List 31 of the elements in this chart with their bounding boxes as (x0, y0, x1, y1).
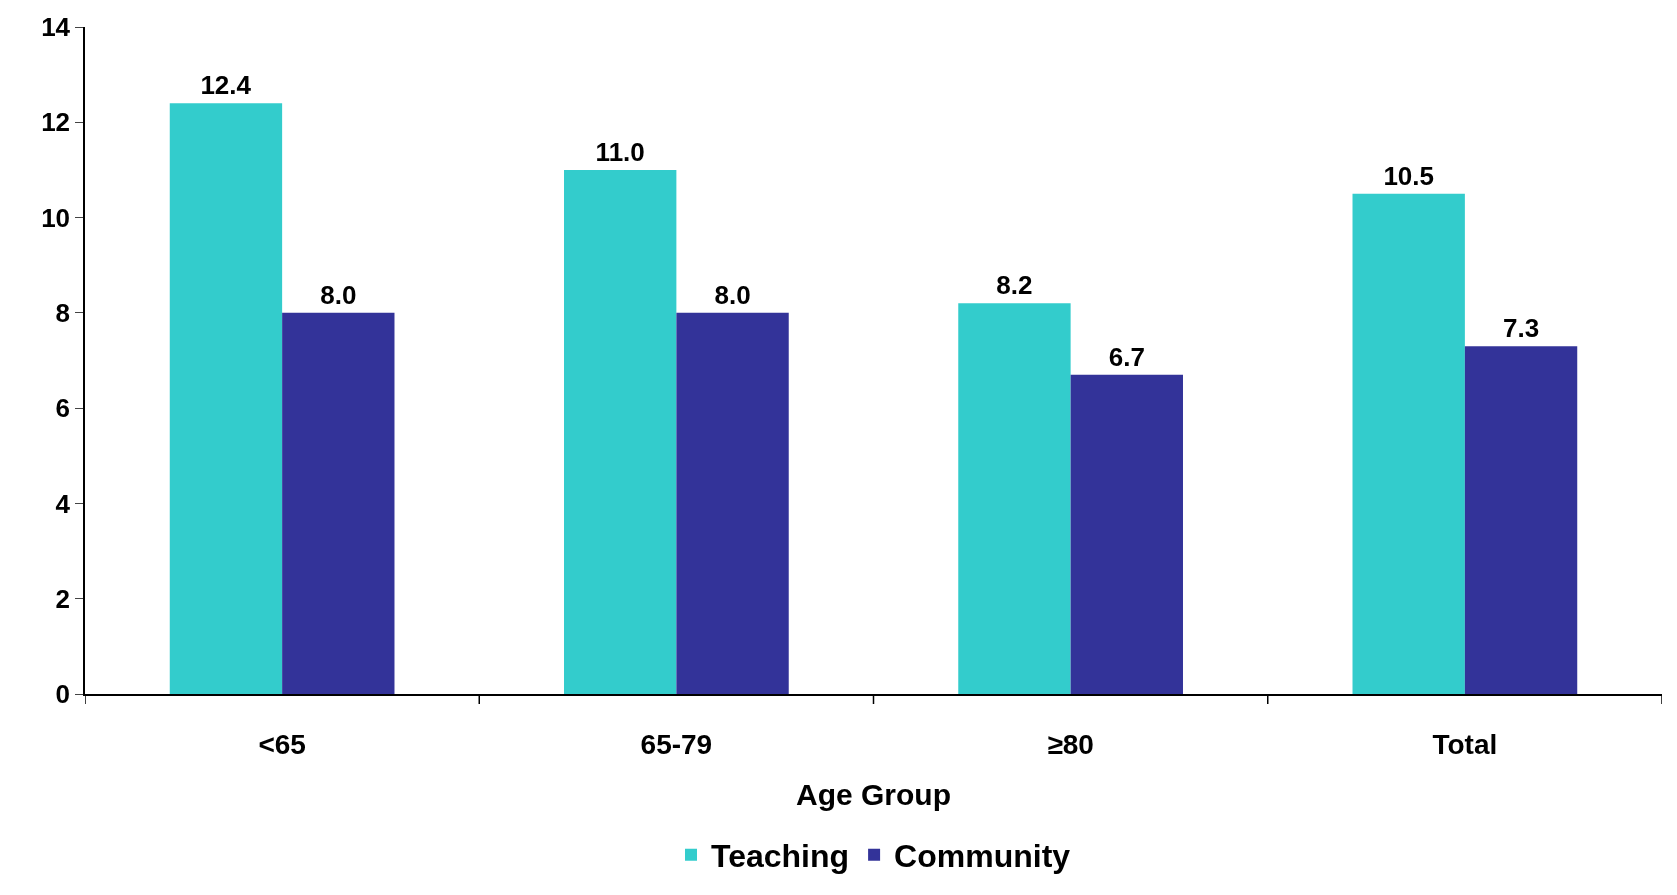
y-tick-label: 6 (55, 393, 71, 424)
data-label: 8.0 (714, 279, 751, 310)
legend-label: Teaching (711, 838, 850, 875)
legend-label: Community (894, 838, 1071, 875)
data-label: 8.0 (320, 279, 357, 310)
x-tick-label: Total (1432, 729, 1498, 761)
x-tick-label: <65 (258, 729, 306, 761)
y-tick-label: 4 (55, 488, 71, 519)
data-label: 11.0 (595, 136, 645, 167)
data-label: 8.2 (996, 270, 1033, 301)
data-label: 6.7 (1108, 341, 1145, 372)
data-label: 12.4 (200, 70, 252, 101)
y-tick-label: 12 (41, 107, 71, 138)
x-tick-label: ≥80 (1047, 729, 1094, 761)
bar (1352, 193, 1465, 694)
bar (1070, 374, 1183, 694)
y-tick-label: 0 (55, 679, 71, 710)
bar (564, 169, 677, 694)
bar (1464, 346, 1578, 694)
bar (169, 103, 283, 694)
bar (282, 312, 395, 694)
y-tick-label: 10 (41, 202, 71, 233)
y-tick-label: 8 (55, 297, 71, 328)
data-label: 7.3 (1502, 313, 1540, 344)
y-tick-label: 2 (55, 583, 71, 614)
bar (676, 312, 789, 694)
bar (958, 303, 1071, 694)
x-axis-title: Age Group (796, 778, 951, 812)
y-tick-label: 14 (41, 12, 71, 43)
data-label: 10.5 (1383, 160, 1434, 191)
x-tick-label: 65-79 (640, 729, 713, 761)
